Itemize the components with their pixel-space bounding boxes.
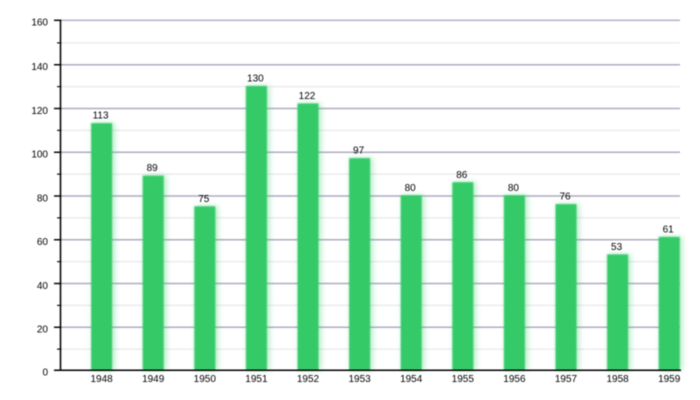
svg-text:1949: 1949 xyxy=(142,374,165,385)
svg-text:1958: 1958 xyxy=(606,374,629,385)
svg-text:86: 86 xyxy=(456,170,468,181)
svg-text:80: 80 xyxy=(37,193,49,204)
svg-text:53: 53 xyxy=(611,242,623,253)
svg-text:130: 130 xyxy=(247,74,264,85)
svg-text:113: 113 xyxy=(93,111,109,122)
svg-text:100: 100 xyxy=(31,150,48,161)
svg-text:76: 76 xyxy=(559,192,571,203)
svg-text:80: 80 xyxy=(508,183,520,194)
svg-text:60: 60 xyxy=(37,237,49,248)
svg-text:0: 0 xyxy=(42,367,48,378)
svg-text:120: 120 xyxy=(31,106,48,117)
svg-text:160: 160 xyxy=(31,18,48,29)
svg-text:1959: 1959 xyxy=(658,374,681,385)
svg-text:1952: 1952 xyxy=(297,374,320,385)
svg-text:1948: 1948 xyxy=(90,374,113,385)
svg-text:140: 140 xyxy=(31,62,48,73)
svg-text:20: 20 xyxy=(37,325,49,336)
svg-text:1950: 1950 xyxy=(194,374,217,385)
svg-text:1951: 1951 xyxy=(245,374,268,385)
svg-text:1953: 1953 xyxy=(348,374,371,385)
svg-text:1957: 1957 xyxy=(555,374,578,385)
svg-text:75: 75 xyxy=(198,194,210,205)
svg-text:40: 40 xyxy=(37,281,49,292)
svg-text:1955: 1955 xyxy=(452,374,475,385)
svg-text:89: 89 xyxy=(147,163,159,174)
svg-text:80: 80 xyxy=(405,183,417,194)
svg-text:122: 122 xyxy=(299,91,316,102)
svg-text:1954: 1954 xyxy=(400,374,423,385)
svg-text:97: 97 xyxy=(353,146,365,157)
svg-text:1956: 1956 xyxy=(503,374,526,385)
svg-text:61: 61 xyxy=(663,224,675,235)
